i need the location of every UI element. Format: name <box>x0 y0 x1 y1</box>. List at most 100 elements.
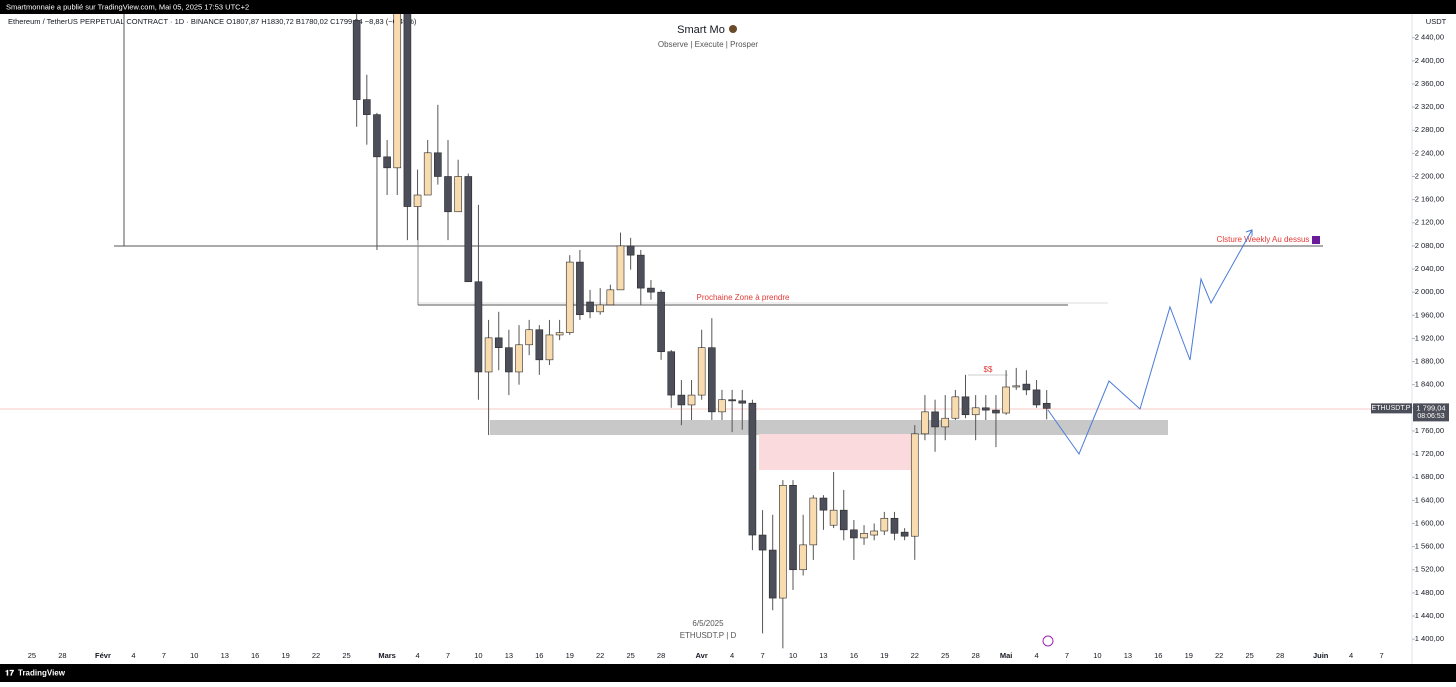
candle-body <box>768 549 777 599</box>
x-tick-label: 7 <box>760 651 764 660</box>
x-tick-label: 10 <box>1093 651 1101 660</box>
candle-body <box>596 304 605 313</box>
candle-body <box>413 194 422 207</box>
candle-body <box>545 334 554 361</box>
candle-body <box>626 245 635 256</box>
x-tick-label: 25 <box>342 651 350 660</box>
candle-body <box>1012 385 1021 388</box>
x-tick-label: 7 <box>1065 651 1069 660</box>
candle-body <box>657 291 665 353</box>
y-tick-label: 2 400,00 <box>1415 56 1444 65</box>
candle-body <box>636 254 645 289</box>
publisher: Smartmonnaie a publié sur TradingView.co… <box>6 2 249 11</box>
candle-body <box>941 417 950 428</box>
y-tick-label: 1 480,00 <box>1415 588 1444 597</box>
candle-body <box>697 347 706 396</box>
x-tick-label: 4 <box>131 651 135 660</box>
candle-body <box>423 152 432 196</box>
candle-body <box>484 337 493 373</box>
projection-arrow <box>1245 229 1253 236</box>
candle-body <box>616 245 625 291</box>
y-tick-label: 2 080,00 <box>1415 241 1444 250</box>
y-tick-label: 1 600,00 <box>1415 518 1444 527</box>
event-icon[interactable] <box>1042 635 1054 647</box>
candle-body <box>819 497 828 511</box>
candle-body <box>900 531 909 537</box>
annotation: Clsture Weekly Au dessus <box>1217 235 1310 244</box>
x-tick-label: 28 <box>58 651 66 660</box>
y-tick-label: 1 880,00 <box>1415 357 1444 366</box>
y-tick-label: 2 440,00 <box>1415 33 1444 42</box>
candle-body <box>403 14 412 207</box>
candle-body <box>870 530 878 536</box>
y-tick-label: 2 000,00 <box>1415 287 1444 296</box>
x-tick-label: 13 <box>505 651 513 660</box>
candle-body <box>880 517 889 532</box>
watermark-icon <box>729 25 737 33</box>
annotation: Prochaine Zone à prendre <box>697 293 791 302</box>
brand-logo: 𝟏𝟕 <box>5 669 14 678</box>
candle-body <box>647 287 655 293</box>
candle-body <box>515 344 523 373</box>
y-tick-label: 2 360,00 <box>1415 79 1444 88</box>
x-tick-label: 19 <box>1185 651 1193 660</box>
candle-body <box>444 176 452 213</box>
candle-body <box>667 351 676 396</box>
candles <box>352 14 1051 649</box>
x-tick-label: 28 <box>971 651 979 660</box>
x-tick-label: 13 <box>819 651 827 660</box>
x-tick-label: 7 <box>162 651 166 660</box>
last-price-badge <box>1413 403 1449 422</box>
x-tick-label: 22 <box>1215 651 1223 660</box>
x-tick-label: 28 <box>1276 651 1284 660</box>
x-tick-label: 19 <box>281 651 289 660</box>
countdown: 08:06:53 <box>1417 413 1444 420</box>
x-tick-label: 4 <box>415 651 419 660</box>
x-tick-label: Févr <box>95 651 111 660</box>
candle-body <box>474 281 483 373</box>
candle-body <box>373 114 381 158</box>
candle-body <box>931 411 939 428</box>
candle-body <box>535 329 544 361</box>
x-tick-label: 16 <box>850 651 858 660</box>
x-tick-label: 19 <box>880 651 888 660</box>
candle-body <box>505 347 513 373</box>
currency: USDT <box>1426 17 1447 26</box>
bottom-bar <box>0 664 1456 682</box>
symbol-badge-text: ETHUSDT.P <box>1372 405 1411 412</box>
candle-body <box>789 485 797 571</box>
x-tick-label: 25 <box>1245 651 1253 660</box>
candle-body <box>363 99 371 115</box>
candle-body <box>890 517 899 534</box>
x-tick-label: 16 <box>535 651 543 660</box>
y-tick-label: 1 840,00 <box>1415 380 1444 389</box>
y-tick-label: 1 760,00 <box>1415 426 1444 435</box>
x-tick-label: 22 <box>911 651 919 660</box>
candle-body <box>961 396 970 416</box>
candle-body <box>921 411 929 435</box>
candle-body <box>393 14 402 169</box>
y-tick-label: 2 240,00 <box>1415 148 1444 157</box>
x-tick-label: 22 <box>596 651 604 660</box>
x-tick-label: Juin <box>1313 651 1329 660</box>
x-tick-label: 25 <box>28 651 36 660</box>
candle-body <box>758 534 767 551</box>
candle-body <box>677 394 686 406</box>
y-tick-label: 2 160,00 <box>1415 195 1444 204</box>
y-tick-label: 2 280,00 <box>1415 125 1444 134</box>
symbol-badge <box>1371 403 1412 414</box>
y-tick-label: 2 040,00 <box>1415 264 1444 273</box>
legend-text: Ethereum / TetherUS PERPETUAL CONTRACT ·… <box>8 17 417 26</box>
candle-body <box>748 402 757 536</box>
candle-body <box>850 529 858 539</box>
y-tick-label: 1 440,00 <box>1415 611 1444 620</box>
candle-body <box>1022 383 1031 391</box>
candle-body <box>454 176 462 213</box>
watermark-title: Smart Mo <box>677 24 725 36</box>
x-tick-label: 7 <box>1379 651 1383 660</box>
imbalance-zone <box>759 434 912 470</box>
y-tick-label: 2 200,00 <box>1415 171 1444 180</box>
x-tick-label: 4 <box>1349 651 1353 660</box>
last-price: 1 799,04 <box>1416 403 1445 412</box>
